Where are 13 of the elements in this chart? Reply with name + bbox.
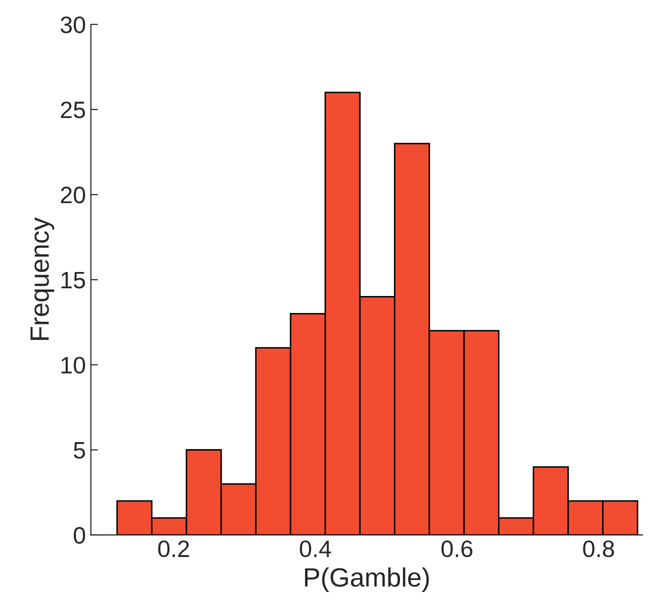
- y-axis-title: Frequency: [30, 217, 54, 340]
- y-tick-label: 30: [60, 16, 86, 34]
- x-axis-title: P(Gamble): [305, 567, 429, 592]
- y-tick-label: 20: [60, 186, 86, 204]
- x-tick-label: 0.2: [158, 540, 189, 558]
- y-tick-label: 0: [74, 527, 86, 544]
- x-tick-label: 0.6: [441, 540, 472, 558]
- y-tick-label: 25: [60, 102, 86, 118]
- y-tick-label: 5: [74, 442, 86, 459]
- y-tick-label: 10: [62, 356, 86, 374]
- y-tick-label: 15: [62, 272, 86, 288]
- x-tick-label: 0.8: [583, 540, 614, 558]
- x-tick-label: 0.4: [300, 540, 332, 558]
